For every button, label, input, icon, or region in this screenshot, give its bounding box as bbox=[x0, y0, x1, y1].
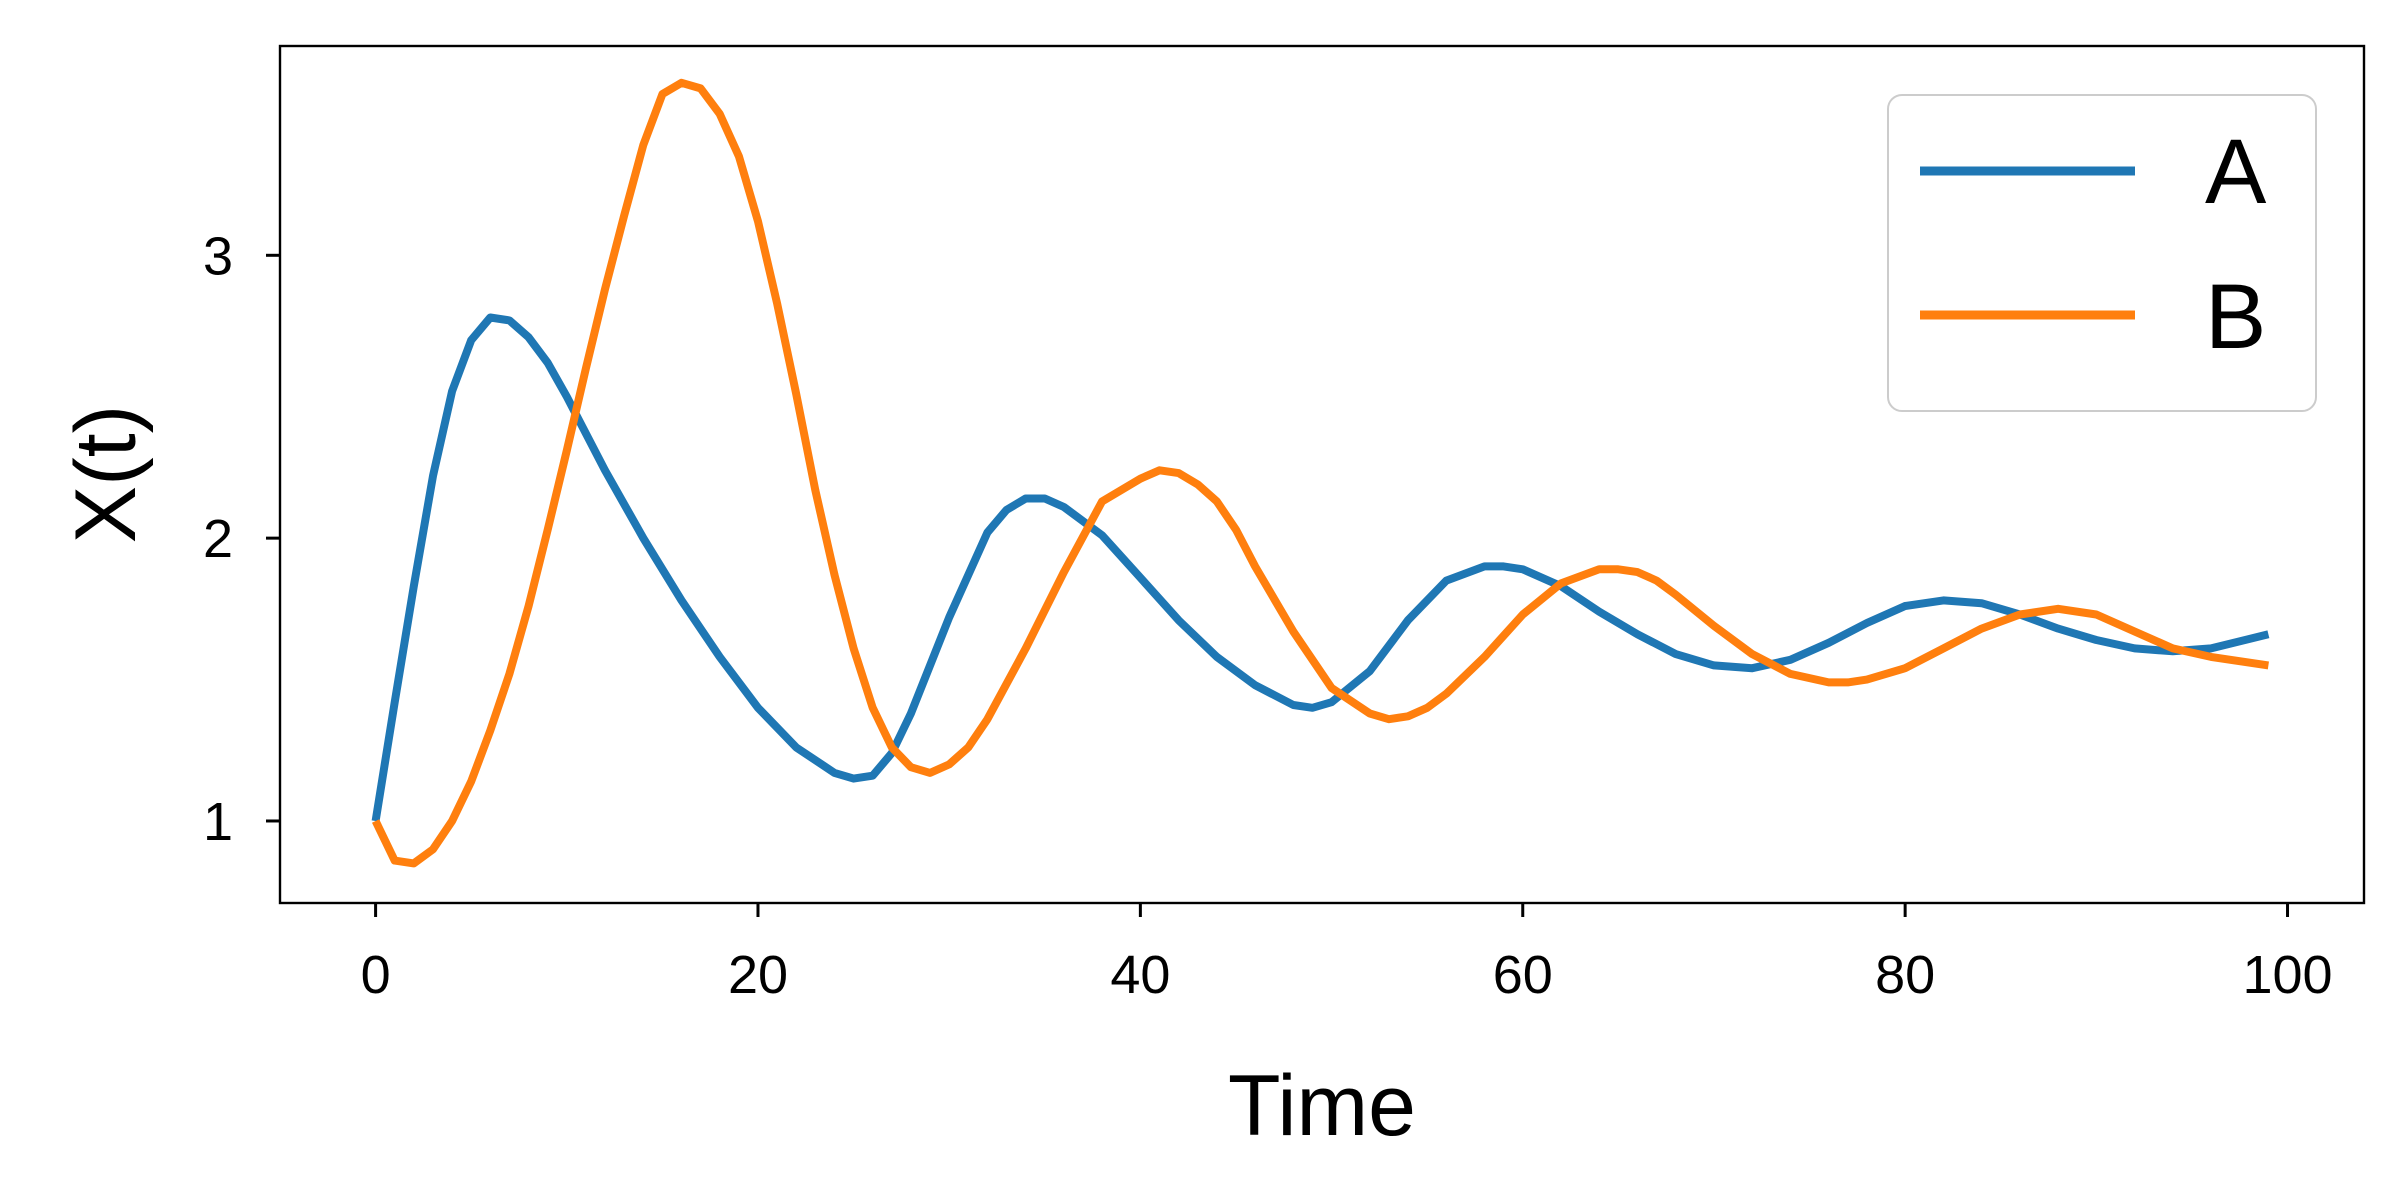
series-line-b bbox=[371, 78, 2269, 868]
x-tick-label: 40 bbox=[1110, 945, 1170, 1005]
legend-label-b: B bbox=[2205, 266, 2266, 368]
ticks-layer: 0 20 40 60 80 100 1 2 3 bbox=[203, 226, 2333, 1005]
x-tick-label: 60 bbox=[1493, 945, 1553, 1005]
legend: A B bbox=[1887, 94, 2317, 412]
series-line-a bbox=[371, 313, 2270, 822]
y-axis-label: X(t) bbox=[58, 405, 154, 544]
y-tick-label: 2 bbox=[203, 509, 233, 569]
x-tick-label: 0 bbox=[361, 945, 391, 1005]
x-tick-label: 100 bbox=[2242, 945, 2332, 1005]
plot-area-frame bbox=[278, 44, 2366, 905]
y-tick-label: 3 bbox=[203, 226, 233, 286]
series-layer bbox=[371, 78, 2270, 868]
x-tick-label: 20 bbox=[728, 945, 788, 1005]
x-tick-label: 80 bbox=[1875, 945, 1935, 1005]
y-tick-label: 1 bbox=[203, 792, 233, 852]
x-axis-label: Time bbox=[1228, 1058, 1416, 1154]
legend-label-a: A bbox=[2205, 121, 2267, 223]
